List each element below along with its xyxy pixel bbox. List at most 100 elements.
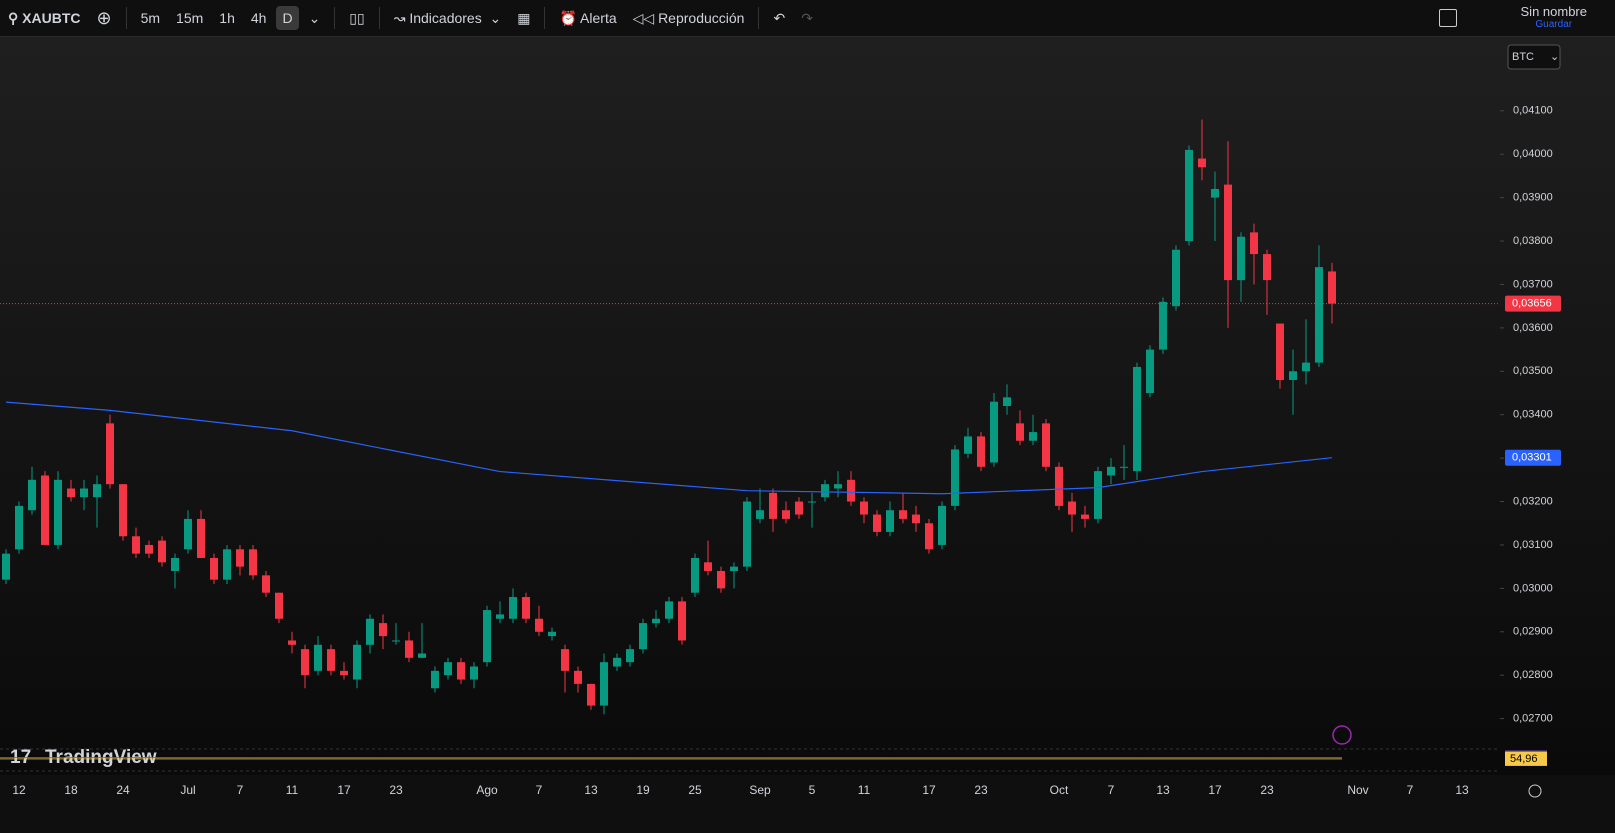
candle-body — [821, 484, 829, 498]
candle-body — [106, 423, 114, 485]
replay[interactable]: ◁◁ Reproducción — [632, 9, 745, 26]
indicators-text: Indicadores — [409, 9, 482, 26]
last-price-label: 0,03656 — [1512, 297, 1552, 309]
candle-body — [1107, 466, 1115, 476]
candle-body — [353, 644, 361, 680]
candle-body — [938, 505, 946, 545]
candle-body — [483, 610, 491, 663]
candle-body — [899, 510, 907, 519]
x-tick-label: 25 — [688, 783, 702, 797]
alert[interactable]: ⏰ Alerta — [559, 9, 617, 26]
candle-body — [964, 436, 972, 454]
chart-type[interactable]: ▯▯ — [349, 9, 365, 26]
layout-name: Sin nombre — [1520, 4, 1587, 19]
candle-body — [1094, 471, 1102, 519]
x-tick-label: 18 — [64, 783, 78, 797]
candle-body — [301, 649, 309, 676]
settings-icon[interactable] — [1528, 784, 1542, 798]
candle-body — [1250, 232, 1258, 255]
candle-body — [782, 510, 790, 519]
interval-menu[interactable]: ⌄ — [308, 9, 321, 26]
candle-body — [28, 479, 36, 511]
candle-body — [340, 670, 348, 676]
layout-icon[interactable] — [1439, 9, 1457, 27]
candle-body — [314, 644, 322, 671]
candle-body — [652, 618, 660, 624]
candle-body — [249, 549, 257, 576]
x-tick-label: 7 — [1108, 783, 1115, 797]
flash-icon[interactable] — [1332, 725, 1352, 745]
candle-body — [665, 601, 673, 619]
candle-body — [223, 549, 231, 580]
candle-body — [1133, 366, 1141, 472]
toolbar: ⚲ XAUBTC ⊕ 5m 15m 1h 4h D ⌄ ▯▯ ↝ Indicadores… — [0, 0, 1615, 37]
candle-body — [405, 640, 413, 658]
candle-body — [1237, 236, 1245, 281]
interval[interactable]: 1h — [219, 10, 235, 26]
interval[interactable]: 5m — [140, 10, 161, 26]
x-tick-label: 13 — [1156, 783, 1170, 797]
y-tick-label: 0,04000 — [1513, 148, 1553, 160]
indicator-label: 54,96 — [1510, 753, 1538, 765]
indicator-badge — [1505, 751, 1547, 766]
symbol[interactable]: ⚲ XAUBTC — [8, 9, 81, 26]
interval[interactable]: D — [276, 6, 299, 30]
candle-body — [639, 623, 647, 650]
candle-body — [1263, 254, 1271, 281]
x-tick-label: 24 — [116, 783, 130, 797]
candle-body — [912, 514, 920, 524]
x-tick-label: Ago — [476, 783, 498, 797]
x-tick-label: 23 — [1260, 783, 1274, 797]
chart-background — [0, 37, 1615, 775]
x-tick-label: Nov — [1347, 783, 1368, 797]
undo[interactable]: ↶ — [773, 9, 786, 26]
candle-body — [327, 649, 335, 671]
replay-text: Reproducción — [658, 9, 745, 26]
candle-body — [548, 631, 556, 637]
candle-body — [795, 501, 803, 515]
candle-body — [236, 549, 244, 567]
candle-body — [600, 662, 608, 706]
candle-body — [613, 657, 621, 667]
candle-body — [561, 649, 569, 671]
x-tick-label: Sep — [749, 783, 771, 797]
interval[interactable]: 4h — [250, 10, 267, 26]
candle-body — [522, 597, 530, 619]
add-symbol[interactable]: ⊕ — [96, 7, 112, 28]
x-tick-label: Jul — [180, 783, 195, 797]
x-tick-label: 7 — [237, 783, 244, 797]
x-tick-label: 5 — [809, 783, 816, 797]
candle-body — [262, 575, 270, 593]
candle-body — [1042, 423, 1050, 467]
candle-body — [574, 670, 582, 684]
y-tick-label: 0,03800 — [1513, 235, 1553, 247]
candle-body — [197, 518, 205, 558]
candle-body — [158, 540, 166, 563]
interval[interactable]: 15m — [176, 10, 204, 26]
x-tick-label: 7 — [536, 783, 543, 797]
x-tick-label: 7 — [1407, 783, 1414, 797]
indicators[interactable]: ↝ Indicadores ⌄ — [393, 9, 502, 26]
candle-body — [457, 662, 465, 680]
layout-save[interactable]: Sin nombre Guardar — [1521, 5, 1587, 31]
candle-body — [496, 614, 504, 619]
candle-body — [366, 618, 374, 645]
candle-body — [704, 562, 712, 571]
candle-body — [1055, 466, 1063, 506]
candle-body — [288, 640, 296, 645]
templates[interactable]: ▦ — [517, 9, 531, 26]
candle-body — [1016, 423, 1024, 441]
candle-body — [80, 488, 88, 498]
currency-select[interactable] — [1507, 44, 1561, 70]
candle-body — [41, 475, 49, 545]
x-tick-label: 23 — [389, 783, 403, 797]
y-tick-label: 0,03900 — [1513, 192, 1553, 204]
candle-body — [756, 510, 764, 519]
candle-body — [743, 501, 751, 567]
x-tick-label: 17 — [1208, 783, 1222, 797]
alert-text: Alerta — [580, 9, 617, 26]
axis-background — [0, 775, 1615, 833]
moving-average — [5, 401, 1333, 495]
candle-body — [886, 510, 894, 532]
redo[interactable]: ↷ — [801, 9, 813, 26]
